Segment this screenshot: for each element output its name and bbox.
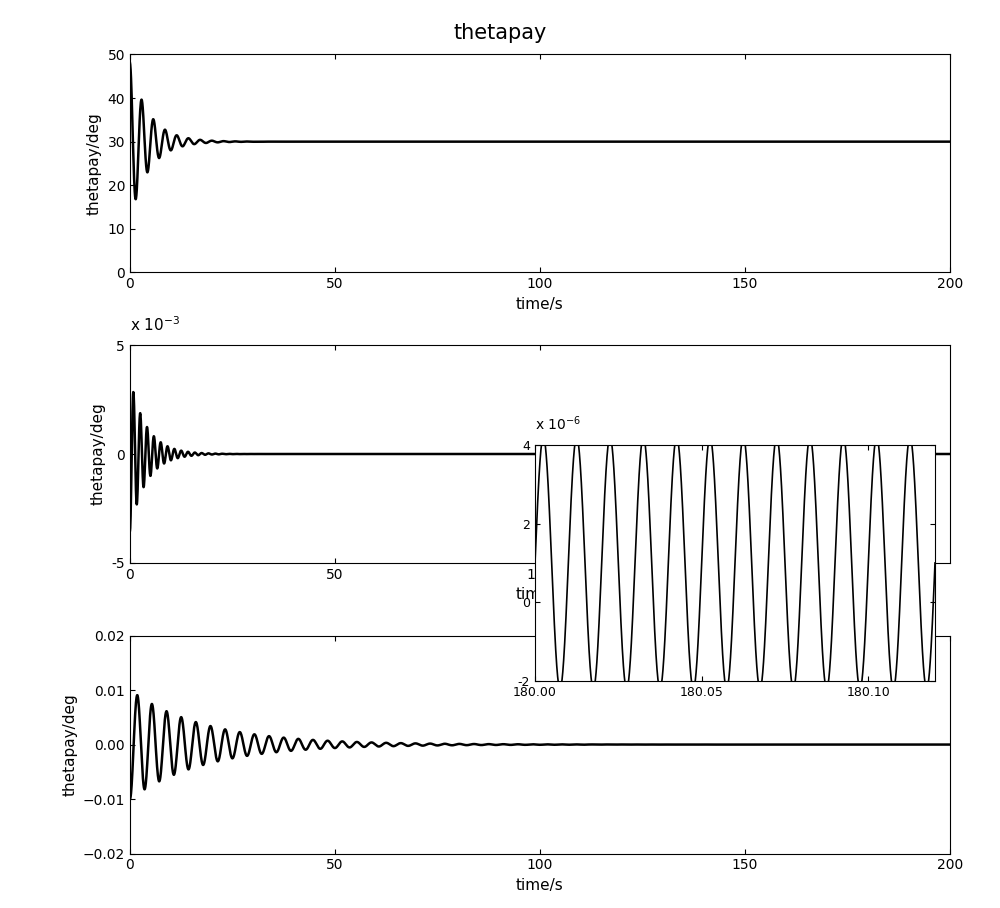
X-axis label: time/s: time/s (516, 297, 564, 311)
Text: x $10^{-6}$: x $10^{-6}$ (535, 415, 581, 433)
Y-axis label: thetapay/deg: thetapay/deg (62, 693, 77, 796)
Text: thetapay: thetapay (453, 23, 547, 43)
Text: x $10^{-3}$: x $10^{-3}$ (130, 315, 180, 334)
X-axis label: time/s: time/s (516, 878, 564, 893)
Y-axis label: thetapay/deg: thetapay/deg (87, 112, 102, 215)
Y-axis label: thetapay/deg: thetapay/deg (91, 402, 106, 506)
X-axis label: time/s: time/s (516, 587, 564, 602)
